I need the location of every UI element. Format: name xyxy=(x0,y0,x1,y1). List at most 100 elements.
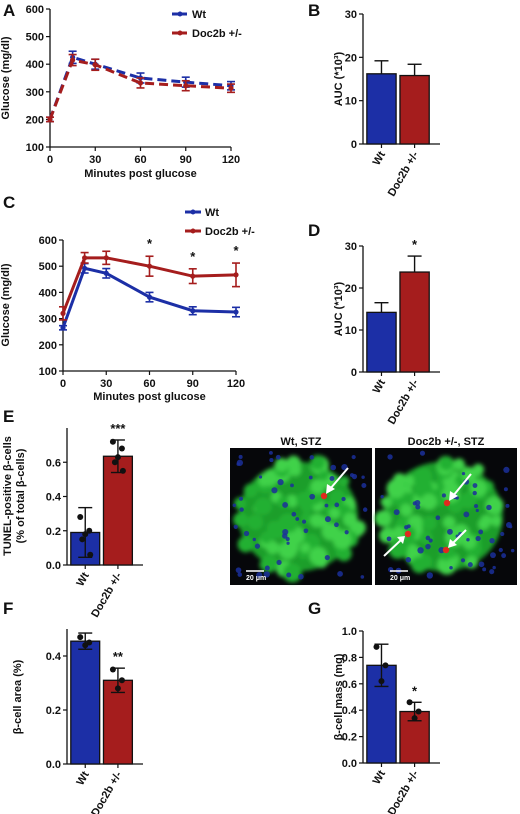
micrograph-2-title: Doc2b +/-, STZ xyxy=(408,436,485,448)
data-point xyxy=(103,255,109,261)
replicate-point xyxy=(406,699,413,706)
replicate-point xyxy=(411,715,418,722)
insulin-cell xyxy=(318,470,329,481)
y-tick-label: 100 xyxy=(39,366,57,378)
significance-marker: * xyxy=(412,237,418,252)
nucleus xyxy=(271,487,278,494)
nucleus xyxy=(490,552,496,559)
nucleus xyxy=(441,493,446,498)
insulin-cell xyxy=(321,522,340,541)
nucleus xyxy=(243,530,250,537)
nucleus xyxy=(417,547,424,554)
x-tick-label: 90 xyxy=(187,378,199,390)
x-tick-label: 30 xyxy=(100,378,112,390)
y-axis-label: β-cell area (%) xyxy=(12,659,24,734)
tunel-positive-nucleus xyxy=(320,492,328,500)
data-point xyxy=(92,62,98,68)
insulin-cell xyxy=(282,563,302,583)
panel-letter-a: A xyxy=(3,1,15,20)
nucleus xyxy=(415,504,421,510)
nucleus xyxy=(301,519,307,524)
y-tick-label: 1.0 xyxy=(342,626,357,638)
nucleus xyxy=(425,543,431,550)
y-tick-label: 0.4 xyxy=(46,492,62,504)
nucleus xyxy=(239,507,244,512)
nucleus xyxy=(492,565,496,570)
nucleus xyxy=(298,573,304,580)
data-point xyxy=(137,80,144,86)
bar xyxy=(102,679,134,765)
x-tick-label: Wt xyxy=(74,570,92,588)
nucleus xyxy=(309,455,315,460)
tunel-positive-nucleus xyxy=(443,499,451,507)
x-tick-label: Doc2b +/- xyxy=(386,377,421,426)
nucleus xyxy=(503,487,508,492)
nucleus xyxy=(472,483,478,488)
nucleus xyxy=(285,537,290,542)
y-tick-label: 0.6 xyxy=(342,679,357,691)
nucleus xyxy=(329,476,335,482)
nucleus xyxy=(309,493,316,500)
insulin-cell xyxy=(404,475,416,487)
nucleus xyxy=(503,466,510,473)
nucleus xyxy=(486,504,492,511)
data-point xyxy=(82,265,88,271)
y-tick-label: 0.0 xyxy=(46,560,61,572)
nucleus xyxy=(337,571,343,577)
nucleus xyxy=(295,517,300,521)
legend-marker xyxy=(190,228,196,234)
nucleus xyxy=(360,575,365,579)
micrograph-1-scale-label: 20 μm xyxy=(246,575,266,582)
nucleus xyxy=(428,538,433,543)
x-axis-label: Minutes post glucose xyxy=(84,168,196,180)
insulin-cell xyxy=(437,555,457,575)
replicate-point xyxy=(77,634,84,641)
micrograph-2-arrow xyxy=(452,473,472,497)
data-point xyxy=(47,116,53,122)
nucleus xyxy=(277,479,284,486)
insulin-cell xyxy=(422,515,437,531)
nucleus xyxy=(498,547,503,553)
nucleus xyxy=(472,490,477,496)
replicate-point xyxy=(119,467,126,474)
nucleus xyxy=(509,525,513,529)
panel-letter-c: C xyxy=(3,193,15,212)
nucleus xyxy=(334,522,339,528)
nucleus xyxy=(405,557,412,563)
nucleus xyxy=(256,571,263,579)
y-axis-label: Glucose (mg/dl) xyxy=(0,263,12,346)
insulin-cell xyxy=(266,541,280,555)
nucleus xyxy=(308,475,313,480)
y-tick-label: 30 xyxy=(345,9,357,21)
data-point xyxy=(70,57,76,63)
nucleus xyxy=(460,558,466,563)
y-tick-label: 300 xyxy=(26,87,44,99)
y-tick-label: 0.8 xyxy=(342,652,357,664)
bar xyxy=(70,640,101,765)
insulin-cell xyxy=(254,497,273,516)
y-tick-label: 0.4 xyxy=(342,705,358,717)
nucleus xyxy=(264,565,270,571)
nucleus xyxy=(351,454,356,460)
data-point xyxy=(82,255,88,261)
insulin-cell xyxy=(336,545,352,562)
data-point xyxy=(60,310,66,316)
replicate-point xyxy=(415,708,422,715)
data-point xyxy=(103,270,109,276)
x-tick-label: 90 xyxy=(180,154,192,166)
bar xyxy=(366,73,397,145)
nucleus xyxy=(238,454,243,459)
y-tick-label: 400 xyxy=(26,59,44,71)
insulin-cell xyxy=(310,455,326,470)
tunel-positive-nucleus xyxy=(442,546,450,554)
nucleus xyxy=(475,508,479,513)
panel-letter-b: B xyxy=(308,1,320,20)
data-point xyxy=(233,309,239,315)
y-tick-label: 20 xyxy=(345,52,357,64)
micrograph-1-title: Wt, STZ xyxy=(281,436,322,448)
insulin-cell xyxy=(300,498,314,513)
nucleus xyxy=(505,503,510,508)
nucleus xyxy=(426,572,434,579)
micrograph-2-arrowhead xyxy=(448,539,457,548)
